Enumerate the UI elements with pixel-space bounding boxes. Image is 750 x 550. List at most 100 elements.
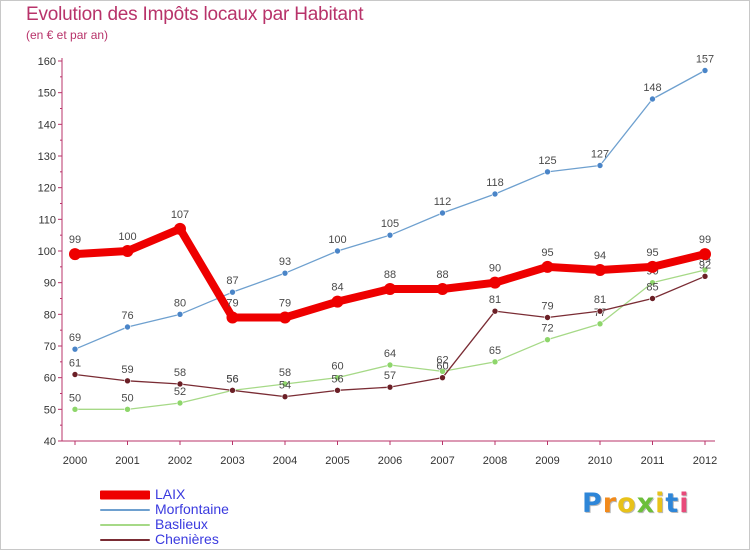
data-label: 69 xyxy=(69,332,81,344)
data-point xyxy=(386,231,394,239)
x-tick-label: 2010 xyxy=(588,455,612,467)
legend-swatch xyxy=(100,523,150,526)
data-label: 61 xyxy=(69,358,81,370)
y-tick-label: 90 xyxy=(44,278,56,290)
legend-label: LAIX xyxy=(155,486,186,502)
data-label: 56 xyxy=(226,373,238,385)
data-label: 93 xyxy=(279,256,291,268)
y-tick-label: 80 xyxy=(44,309,56,321)
data-label: 127 xyxy=(591,149,609,161)
x-tick-label: 2011 xyxy=(641,455,665,467)
data-label: 62 xyxy=(436,354,448,366)
data-point xyxy=(69,248,81,261)
data-label: 57 xyxy=(384,370,396,382)
data-point xyxy=(594,264,606,276)
data-point xyxy=(281,393,289,400)
data-label: 88 xyxy=(384,269,396,281)
data-label: 64 xyxy=(384,348,396,360)
y-tick-label: 120 xyxy=(38,183,56,195)
legend-swatch xyxy=(100,490,150,499)
data-point xyxy=(226,311,239,324)
data-label: 58 xyxy=(174,367,186,379)
data-label: 112 xyxy=(434,196,452,208)
data-point xyxy=(124,323,131,331)
data-label: 76 xyxy=(121,310,133,322)
data-point xyxy=(544,314,551,321)
x-tick-label: 2012 xyxy=(693,455,717,467)
data-label: 125 xyxy=(538,155,556,167)
data-point xyxy=(334,247,341,255)
data-label: 95 xyxy=(541,247,553,259)
legend-swatch xyxy=(100,538,150,541)
y-tick-label: 60 xyxy=(44,373,56,385)
data-label: 58 xyxy=(279,367,291,379)
data-point xyxy=(384,283,396,295)
y-tick-label: 100 xyxy=(38,246,56,258)
data-point xyxy=(331,295,344,308)
data-label: 60 xyxy=(436,361,448,373)
data-point xyxy=(229,288,236,296)
x-tick-label: 2009 xyxy=(535,455,559,467)
data-point xyxy=(436,283,449,295)
x-tick-label: 2000 xyxy=(63,455,87,467)
data-label: 65 xyxy=(489,345,501,357)
data-point xyxy=(71,345,79,353)
data-label: 56 xyxy=(226,373,238,385)
data-label: 90 xyxy=(489,263,501,275)
data-point xyxy=(124,377,131,385)
legend-label: Chenières xyxy=(155,531,219,547)
data-point xyxy=(489,276,501,289)
chart-subtitle: (en € et par an) xyxy=(26,28,109,42)
legend-label: Baslieux xyxy=(155,516,208,532)
y-tick-label: 130 xyxy=(38,151,56,163)
data-point xyxy=(71,406,79,413)
data-label: 107 xyxy=(171,209,189,221)
y-tick-label: 110 xyxy=(38,214,56,226)
y-tick-label: 150 xyxy=(38,88,56,100)
data-point xyxy=(649,295,656,302)
data-point xyxy=(544,168,551,176)
data-label: 59 xyxy=(121,364,133,376)
data-point xyxy=(176,380,184,388)
data-label: 99 xyxy=(699,234,711,246)
data-label: 60 xyxy=(331,361,343,373)
data-label: 72 xyxy=(541,323,553,335)
y-tick-label: 70 xyxy=(44,341,56,353)
data-label: 157 xyxy=(696,54,714,66)
data-label: 52 xyxy=(174,386,186,398)
data-point xyxy=(491,358,499,366)
data-label: 81 xyxy=(594,294,606,306)
logo-letter: r xyxy=(602,488,618,519)
data-point xyxy=(279,311,291,324)
data-label: 54 xyxy=(279,380,291,392)
proxiti-logo: Proxiti xyxy=(582,488,690,519)
data-point xyxy=(386,361,394,369)
data-label: 148 xyxy=(643,82,661,94)
data-label: 79 xyxy=(226,298,238,310)
data-point xyxy=(174,222,186,235)
y-tick-label: 140 xyxy=(38,119,56,131)
logo-letter: o xyxy=(617,488,637,519)
chart-title: Evolution des Impôts locaux par Habitant xyxy=(26,4,364,25)
data-point xyxy=(596,162,604,169)
y-tick-label: 160 xyxy=(38,56,56,68)
data-point xyxy=(229,387,236,394)
data-label: 87 xyxy=(226,275,238,287)
logo-letter: x xyxy=(636,488,656,519)
series-line-morfontaine xyxy=(74,69,706,350)
data-point xyxy=(701,273,709,280)
data-point xyxy=(439,368,446,375)
data-label: 79 xyxy=(541,301,553,313)
data-point xyxy=(699,248,711,261)
logo-letter: P xyxy=(582,488,603,519)
data-label: 94 xyxy=(594,250,606,262)
data-label: 118 xyxy=(486,177,504,189)
data-label: 85 xyxy=(646,282,658,294)
data-point xyxy=(281,269,289,277)
data-label: 99 xyxy=(69,234,81,246)
data-point xyxy=(701,67,709,74)
data-label: 95 xyxy=(646,247,658,259)
data-point xyxy=(544,336,551,343)
y-tick-label: 50 xyxy=(44,404,56,416)
data-point xyxy=(596,320,604,328)
